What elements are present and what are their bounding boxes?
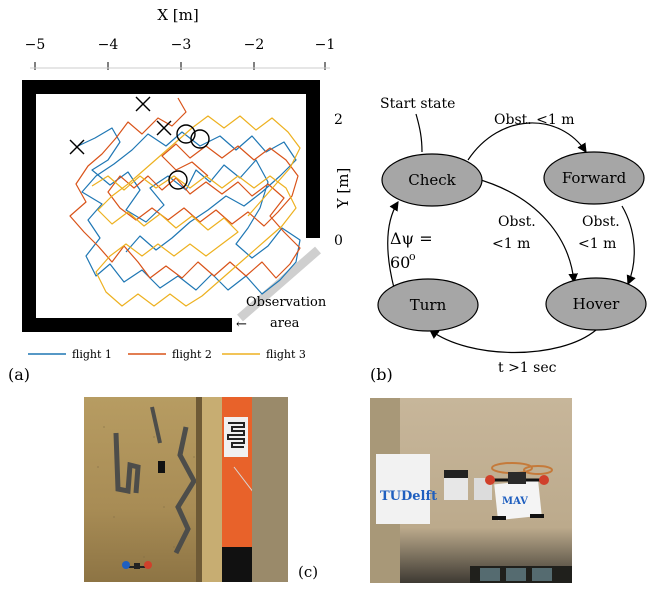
state-turn: Turn <box>377 278 479 332</box>
arena-walls <box>22 80 320 332</box>
state-check-label: Check <box>408 171 456 189</box>
x-tick-label: −2 <box>244 37 265 53</box>
label-check-hover-1: Obst. <box>498 214 536 230</box>
trajectory-flight-3 <box>91 115 301 307</box>
label-forward-hover-1: Obst. <box>582 214 620 230</box>
label-turn-check-superscript: o <box>409 250 416 263</box>
circle-marker <box>168 170 188 190</box>
start-markers <box>69 96 172 155</box>
cross-marker <box>135 96 151 112</box>
x-ticks <box>30 62 330 70</box>
circle-marker <box>176 124 196 144</box>
circle-marker <box>190 129 210 149</box>
state-forward: Forward <box>543 151 645 205</box>
arrow-check-hover <box>473 177 578 284</box>
state-machine-diagram: Start state Check Forward Hover Turn <box>370 96 647 384</box>
legend-label: flight 2 <box>172 348 212 361</box>
label-turn-check-1: Δψ = <box>390 229 433 248</box>
label-turn-check-2: 60 <box>390 253 410 272</box>
state-turn-label: Turn <box>410 296 447 314</box>
arrow-forward-hover <box>621 205 636 286</box>
label-check-forward: Obst. <1 m <box>494 112 575 128</box>
x-tick-label: −4 <box>98 37 119 53</box>
y-tick-label: 0 <box>334 233 343 249</box>
photo-drone-hovering-art: TUDelft MAV <box>370 398 572 583</box>
panel-label-a: (a) <box>8 365 30 384</box>
x-tick-label: −5 <box>25 37 46 53</box>
legend-label: flight 3 <box>266 348 306 361</box>
state-check: Check <box>381 153 483 207</box>
legend-label: flight 1 <box>72 348 112 361</box>
transition-arrows <box>387 122 636 354</box>
opening-marker <box>237 246 321 322</box>
y-tick-label: 2 <box>334 112 343 128</box>
state-forward-label: Forward <box>562 169 627 187</box>
label-forward-hover-2: <1 m <box>578 236 616 252</box>
state-forward-shape <box>543 151 645 205</box>
trajectory-flight-1 <box>77 127 301 295</box>
label-check-hover-2: <1 m <box>492 236 530 252</box>
photo-drone-in-arena <box>84 397 288 582</box>
state-hover-shape <box>545 277 647 331</box>
cross-marker <box>156 120 172 136</box>
photo-drone-hovering: TUDelft MAV <box>370 398 572 583</box>
state-turn-shape <box>377 278 479 332</box>
cross-marker <box>69 139 85 155</box>
trajectory-flight-2 <box>69 97 301 279</box>
start-state-label: Start state <box>380 96 455 112</box>
drone-icon <box>122 561 152 569</box>
observation-area-arrow: ← <box>236 317 247 332</box>
panel-label-c: (c) <box>298 563 319 581</box>
x-tick-label: −3 <box>171 37 192 53</box>
arrow-check-forward <box>467 122 587 161</box>
arrow-hover-turn <box>429 329 597 354</box>
y-axis-label: Y [m] <box>334 168 352 210</box>
tudelft-logo-text: TUDelft <box>380 489 437 504</box>
state-hover-label: Hover <box>573 295 620 313</box>
observation-area-label: Observation <box>246 295 327 310</box>
mav-logo-text: MAV <box>502 496 528 507</box>
panel-label-b: (b) <box>370 365 393 384</box>
trajectory-plot: X [m] −5 −4 −3 −2 −1 2 0 Y [m] <box>8 6 352 384</box>
legend: flight 1 flight 2 flight 3 <box>28 348 306 361</box>
arrow-turn-check <box>387 200 399 289</box>
x-axis-label: X [m] <box>157 6 198 24</box>
start-arrow <box>415 113 423 153</box>
end-markers <box>168 124 210 190</box>
x-tick-labels: −5 −4 −3 −2 −1 <box>25 37 336 53</box>
drone-icon <box>485 462 553 485</box>
x-tick-label: −1 <box>315 37 336 53</box>
photo-drone-in-arena-art <box>97 397 288 582</box>
state-check-shape <box>381 153 483 207</box>
label-hover-turn: t >1 sec <box>498 360 557 376</box>
trajectories <box>69 97 301 307</box>
state-hover: Hover <box>545 277 647 331</box>
observation-area-word: area <box>270 316 300 331</box>
